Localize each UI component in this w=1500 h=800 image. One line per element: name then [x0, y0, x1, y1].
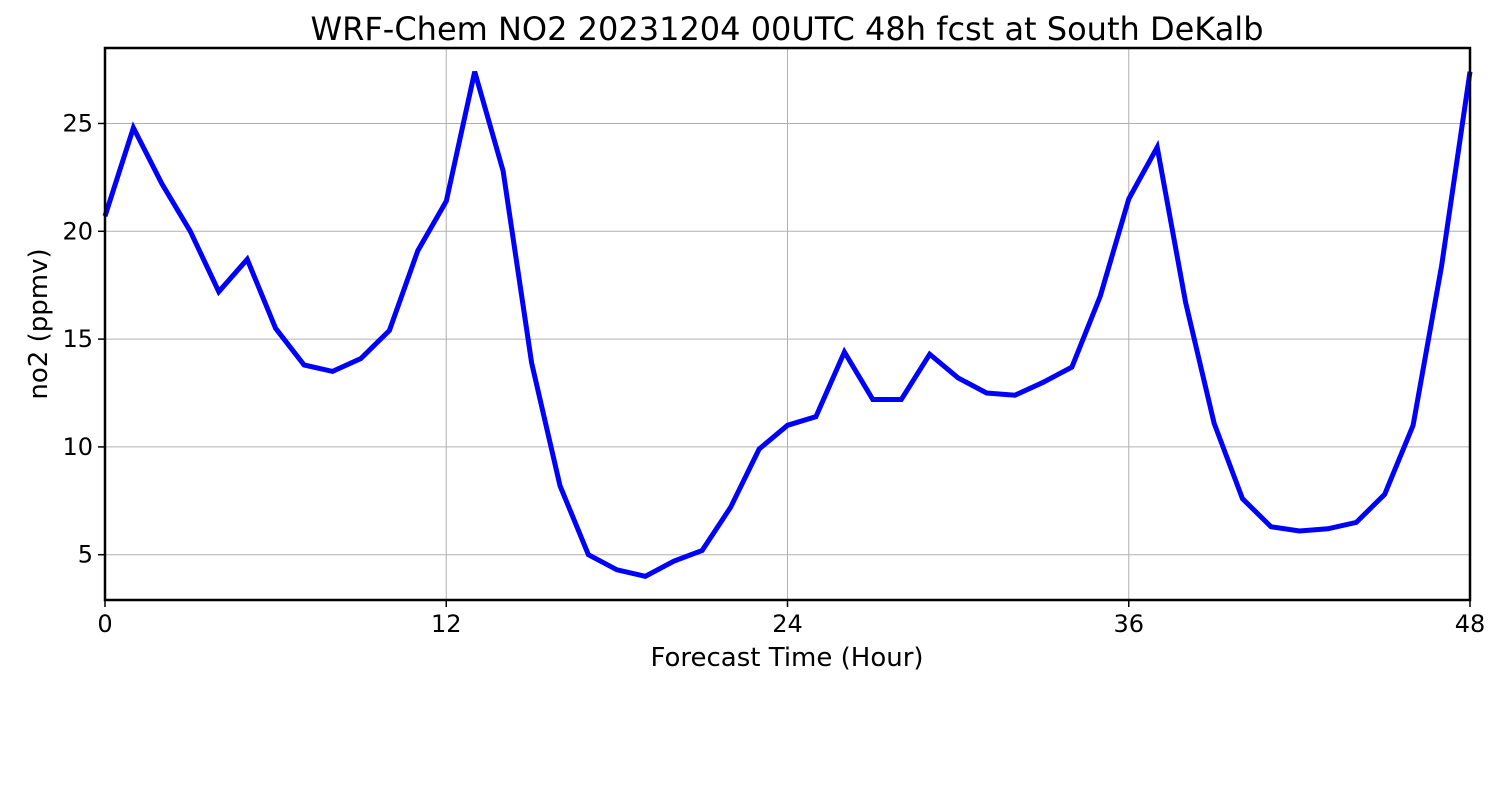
y-tick-label: 10: [62, 433, 93, 461]
chart-title: WRF-Chem NO2 20231204 00UTC 48h fcst at …: [311, 10, 1264, 48]
x-tick-label: 0: [97, 610, 112, 638]
series-line: [102, 71, 1473, 579]
x-tick-label: 36: [1113, 610, 1144, 638]
y-tick-label: 5: [78, 541, 93, 569]
x-tick-label: 12: [431, 610, 462, 638]
y-tick-label: 20: [62, 217, 93, 245]
y-axis-label: no2 (ppmv): [24, 248, 54, 399]
x-tick-label: 48: [1455, 610, 1486, 638]
x-axis-label: Forecast Time (Hour): [650, 643, 923, 673]
y-tick-label: 25: [62, 109, 93, 137]
series-layer: [102, 71, 1473, 579]
ticks: 0 12 24 36 48 5 10 15 20 25: [62, 109, 1485, 638]
x-tick-label: 24: [772, 610, 803, 638]
y-tick-label: 15: [62, 325, 93, 353]
grid: [104, 48, 1471, 600]
